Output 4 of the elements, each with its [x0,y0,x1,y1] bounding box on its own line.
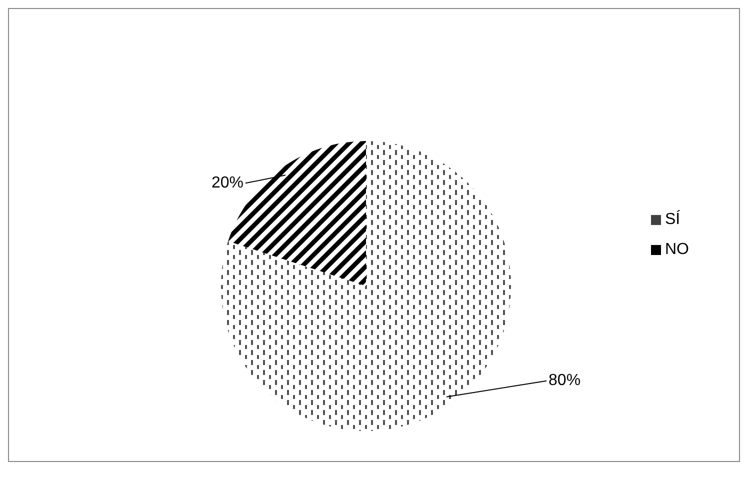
data-label: 20% [211,174,244,192]
legend-label: SÍ [665,209,680,230]
data-label: 80% [548,372,581,390]
legend-label: NO [665,240,689,260]
